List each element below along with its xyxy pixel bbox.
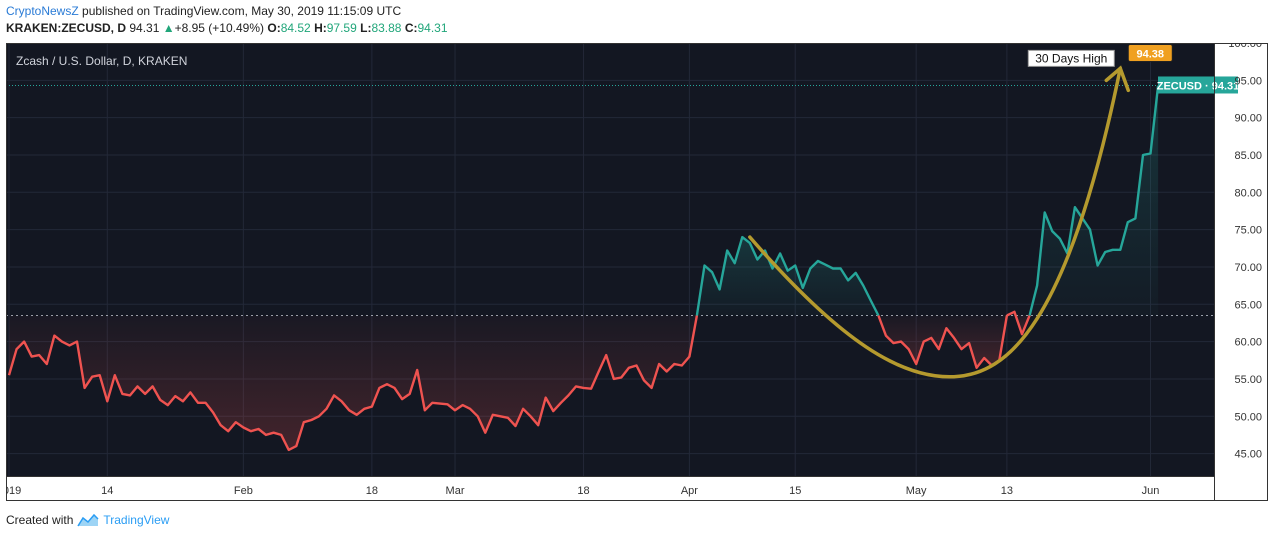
time-tick-label: Apr (681, 485, 698, 497)
price-label-text: ZECUSD · 94.31 (1157, 80, 1240, 92)
ohlc-line: KRAKEN:ZECUSD, D 94.31 ▲+8.95 (+10.49%) … (6, 21, 448, 35)
close-label: C: (404, 21, 418, 35)
callout-box (1027, 49, 1115, 67)
price-chart[interactable]: 30 Days High 94.38 ZECUSD · 94.31 100.00 95… (0, 38, 1268, 501)
low-value: 83.88 (371, 21, 402, 35)
price-tick-label: 85.00 (1234, 150, 1262, 162)
open-value: 84.52 (280, 21, 311, 35)
price-tick-label: 90.00 (1234, 113, 1262, 125)
last-price: 94.31 (129, 21, 160, 35)
time-axis-background (6, 476, 1268, 501)
tradingview-link[interactable]: TradingView (103, 513, 170, 527)
publisher-link[interactable]: CryptoNewsZ (6, 4, 79, 18)
open-label: O: (267, 21, 281, 35)
price-tick-label: 60.00 (1234, 337, 1262, 349)
time-tick-label: 14 (101, 485, 113, 497)
cup-curve (748, 66, 1123, 379)
price-tick-label: 100.00 (1228, 43, 1262, 50)
price-tick-label: 80.00 (1234, 187, 1262, 199)
price-change: +8.95 (+10.49%) (174, 21, 265, 35)
time-tick-label: 18 (366, 485, 378, 497)
down-series-line (877, 315, 1009, 369)
time-tick-label: May (906, 485, 927, 497)
high-label: H: (314, 21, 327, 35)
time-tick-label: Mar (446, 485, 465, 497)
chart-title: Zcash / U.S. Dollar, D, KRAKEN (16, 54, 187, 68)
price-axis-background (1214, 43, 1268, 476)
price-tick-label: 70.00 (1234, 262, 1262, 274)
footer: Created with TradingView (6, 513, 169, 527)
created-with-label: Created with (6, 513, 74, 527)
low-label: L: (360, 21, 372, 35)
publish-info: published on TradingView.com, May 30, 20… (82, 4, 402, 18)
price-lines (7, 85, 1160, 452)
price-tick-label: 55.00 (1234, 374, 1262, 386)
price-tick-label: 45.00 (1234, 449, 1262, 461)
up-area (1029, 85, 1159, 316)
price-tick-label: 65.00 (1234, 299, 1262, 311)
tradingview-logo-icon (77, 513, 99, 527)
time-tick-label: 18 (577, 485, 589, 497)
frame-border (6, 43, 1268, 501)
annotation-layer: 30 Days High 94.38 ZECUSD · 94.31 (748, 43, 1240, 379)
axes: 100.00 95.00 90.00 85.00 80.00 75.00 70.00 65.0… (0, 38, 1262, 497)
price-tick-label: 75.00 (1234, 225, 1262, 237)
time-tick-label: Feb (234, 485, 253, 497)
publish-line: CryptoNewsZ published on TradingView.com… (6, 4, 401, 18)
arrow-head (1104, 65, 1131, 93)
down-area (9, 315, 697, 450)
down-series-line (1006, 310, 1031, 336)
high-value: 97.59 (326, 21, 357, 35)
price-tick-label: 95.00 (1234, 75, 1262, 87)
price-label-badge (1158, 76, 1238, 94)
down-area (878, 315, 1007, 368)
time-tick-label: 2019 (6, 485, 21, 497)
up-series-line (1028, 85, 1160, 316)
callout-text: 30 Days High (1035, 51, 1107, 65)
down-series-line (7, 315, 699, 452)
symbol-label: KRAKEN:ZECUSD, D (6, 21, 126, 35)
chart-frame[interactable]: 30 Days High 94.38 ZECUSD · 94.31 100.00 95… (0, 38, 1268, 501)
time-tick-label: Jun (1142, 485, 1160, 497)
time-tick-label: 15 (789, 485, 801, 497)
close-value: 94.31 (417, 21, 448, 35)
high-badge-text: 94.38 (1137, 48, 1165, 60)
up-arrow-icon: ▲ (162, 21, 175, 35)
high-badge (1127, 43, 1173, 62)
up-series-line (695, 235, 880, 317)
time-tick-label: 13 (1001, 485, 1013, 497)
price-tick-label: 50.00 (1234, 411, 1262, 423)
plot-background (6, 43, 1214, 476)
